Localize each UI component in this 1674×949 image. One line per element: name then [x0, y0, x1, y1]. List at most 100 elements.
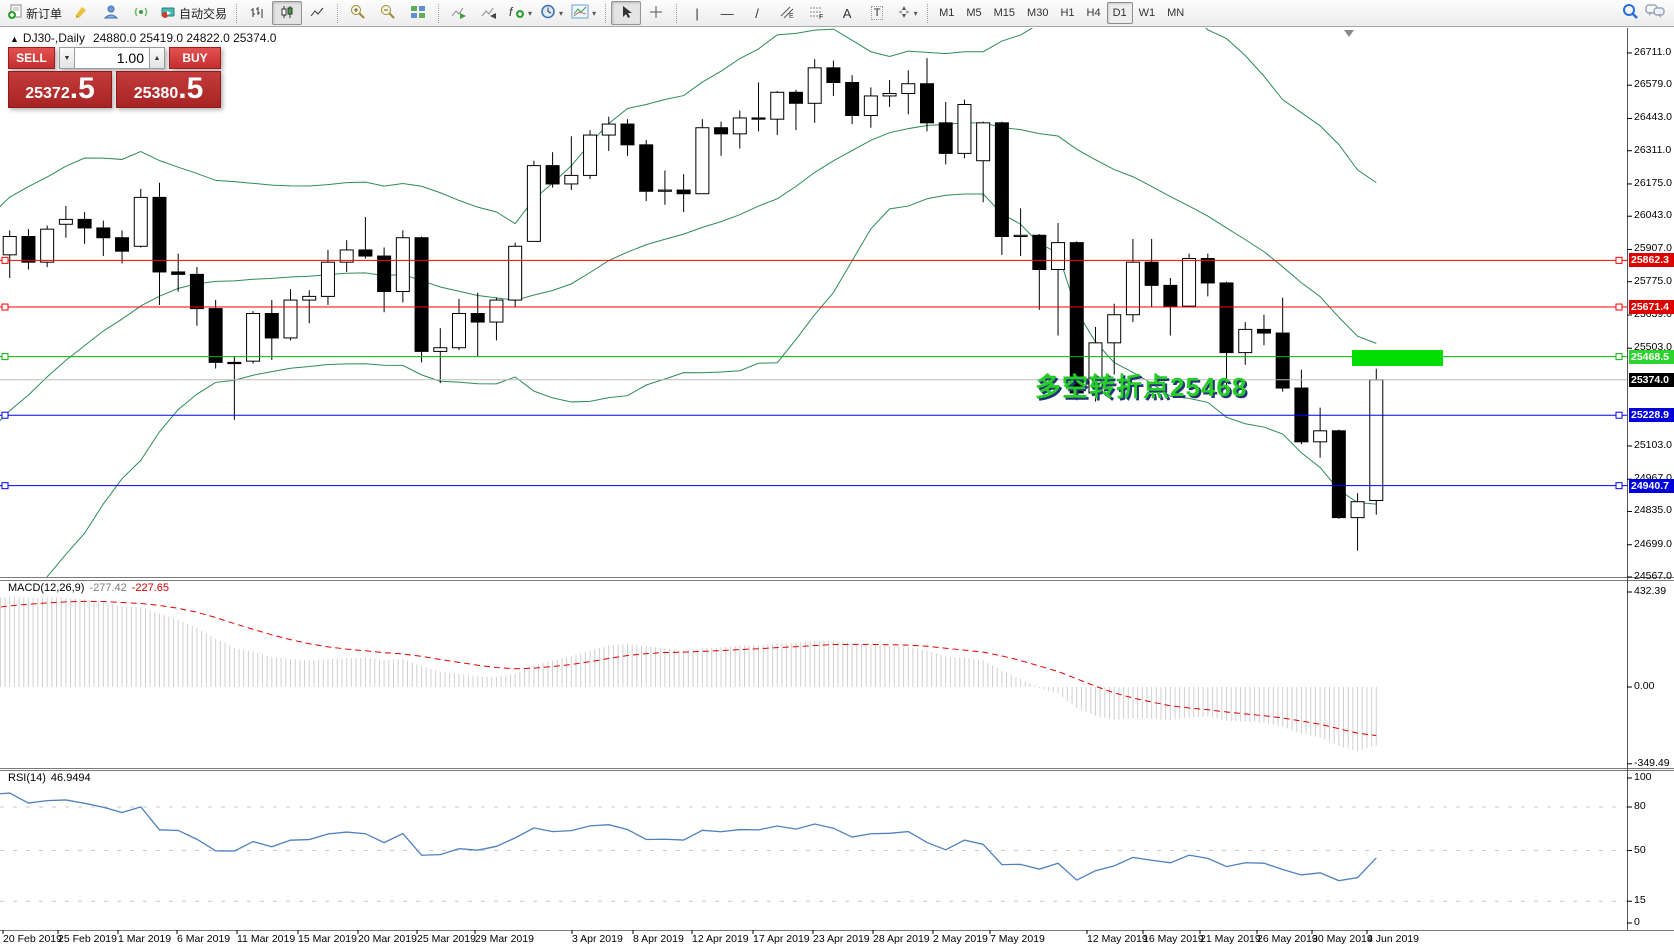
volume-increase-button[interactable]: ▲	[149, 47, 165, 69]
timeframe-h4[interactable]: H4	[1086, 7, 1101, 19]
bollinger-band-line	[0, 28, 1377, 225]
trendline-icon: /	[755, 5, 759, 21]
rsi-name: RSI(14)	[8, 772, 46, 784]
candle-body	[152, 196, 167, 273]
line-handle[interactable]	[1, 353, 9, 361]
fibonacci-tool-button[interactable]: F	[802, 1, 832, 25]
zoom-out-button[interactable]	[373, 1, 403, 25]
timeframe-mn[interactable]: MN	[1167, 7, 1185, 19]
buy-button[interactable]: BUY	[169, 47, 221, 69]
timeframe-m30[interactable]: M30	[1027, 7, 1049, 19]
candle-body	[1069, 242, 1084, 394]
rsi-pane[interactable]	[0, 792, 1627, 902]
marker-tool-button[interactable]	[66, 1, 96, 25]
line-handle[interactable]	[1, 303, 9, 311]
svg-text:E: E	[789, 13, 794, 19]
candle-body	[1369, 379, 1384, 501]
line-chart-type-button[interactable]	[302, 1, 332, 25]
line-handle[interactable]	[1615, 482, 1623, 490]
candle-body	[620, 123, 635, 146]
auto-trading-button[interactable]: 自动交易	[156, 1, 231, 25]
horizontal-line-tool-button[interactable]: —	[712, 1, 742, 25]
candle-body	[96, 227, 111, 239]
vertical-line-tool-button[interactable]: |	[682, 1, 712, 25]
profile-button[interactable]	[96, 1, 126, 25]
text-label-icon: T	[870, 6, 884, 20]
new-order-button[interactable]: 新订单	[3, 1, 66, 25]
timeframe-d1[interactable]: D1	[1106, 2, 1133, 24]
yellow-marker-icon	[73, 4, 89, 22]
signal-button[interactable]	[126, 1, 156, 25]
candlestick-chart-type-button[interactable]	[272, 1, 303, 25]
candle-body	[133, 196, 148, 247]
timeframe-w1[interactable]: W1	[1138, 7, 1156, 19]
macd-pane[interactable]	[0, 596, 1377, 752]
volume-decrease-button[interactable]: ▼	[59, 47, 75, 69]
candle-body	[433, 347, 448, 352]
horizontal-line-icon: —	[720, 5, 734, 21]
cursor-tool-button[interactable]	[611, 1, 642, 25]
channel-tool-button[interactable]: E	[772, 1, 802, 25]
bar-chart-type-button[interactable]	[242, 1, 272, 25]
line-handle[interactable]	[1, 482, 9, 490]
line-handle[interactable]	[1615, 353, 1623, 361]
tile-windows-button[interactable]	[403, 1, 433, 25]
sell-button[interactable]: SELL	[8, 47, 55, 69]
profile-icon	[103, 4, 119, 22]
timeframe-m5[interactable]: M5	[966, 7, 982, 19]
candle-body	[40, 228, 55, 263]
rsi-line	[0, 792, 1377, 882]
tile-windows-icon	[410, 4, 426, 22]
candle-body	[320, 261, 335, 297]
templates-button[interactable]: ▾	[567, 1, 600, 25]
chart-shift-marker-icon[interactable]	[1344, 30, 1354, 37]
collapse-arrow-icon[interactable]: ▲	[10, 34, 19, 44]
rsi-value: 46.9494	[50, 772, 91, 784]
line-handle[interactable]	[1615, 411, 1623, 419]
candle-body	[1032, 234, 1047, 271]
line-handle[interactable]	[1615, 256, 1623, 264]
indicators-button[interactable]: f ▾	[504, 1, 536, 25]
text-label-tool-button[interactable]: T	[862, 1, 892, 25]
trendline-tool-button[interactable]: /	[742, 1, 772, 25]
crosshair-tool-button[interactable]	[641, 1, 671, 25]
arrows-tool-button[interactable]: ▾	[892, 1, 922, 25]
chart-shift-button[interactable]	[474, 1, 504, 25]
candle-body	[1313, 430, 1328, 443]
candle-body	[358, 249, 373, 257]
chat-icon[interactable]	[1645, 3, 1665, 24]
volume-input[interactable]	[75, 47, 149, 69]
periods-button[interactable]: ▾	[536, 1, 567, 25]
indicators-icon: f	[508, 4, 525, 22]
candle-body	[508, 245, 523, 301]
zoom-in-button[interactable]	[343, 1, 373, 25]
svg-text:F: F	[819, 14, 823, 19]
chart-title: ▲ DJ30-,Daily 24880.0 25419.0 24822.0 2537…	[10, 31, 276, 45]
buy-price[interactable]: 25380 .5	[116, 71, 221, 108]
candle-body	[2, 236, 17, 256]
timeframe-h1[interactable]: H1	[1060, 7, 1075, 19]
sell-price[interactable]: 25372 .5	[8, 71, 112, 108]
candle-body	[938, 122, 953, 154]
line-handle[interactable]	[1, 411, 9, 419]
new-order-icon	[7, 4, 24, 23]
timeframe-m1[interactable]: M1	[939, 7, 955, 19]
toolbar-separator	[337, 3, 339, 23]
auto-scroll-button[interactable]	[444, 1, 474, 25]
text-tool-button[interactable]: A	[832, 1, 862, 25]
chevron-down-icon: ▾	[913, 8, 918, 18]
highlight-rectangle[interactable]	[1352, 350, 1443, 366]
line-handle[interactable]	[1, 256, 9, 264]
vertical-line-icon: |	[695, 5, 699, 21]
text-tool-icon: A	[842, 5, 852, 21]
chart-text-annotation[interactable]: 多空转折点25468	[1035, 372, 1248, 402]
price-pane[interactable]	[0, 0, 1627, 644]
line-handle[interactable]	[1615, 303, 1623, 311]
chevron-down-icon: ▾	[592, 8, 597, 18]
candle-body	[882, 93, 897, 97]
candle-body	[227, 361, 242, 365]
timeframe-m15[interactable]: M15	[993, 7, 1016, 19]
candle-body	[246, 312, 261, 362]
search-icon[interactable]	[1622, 3, 1639, 24]
